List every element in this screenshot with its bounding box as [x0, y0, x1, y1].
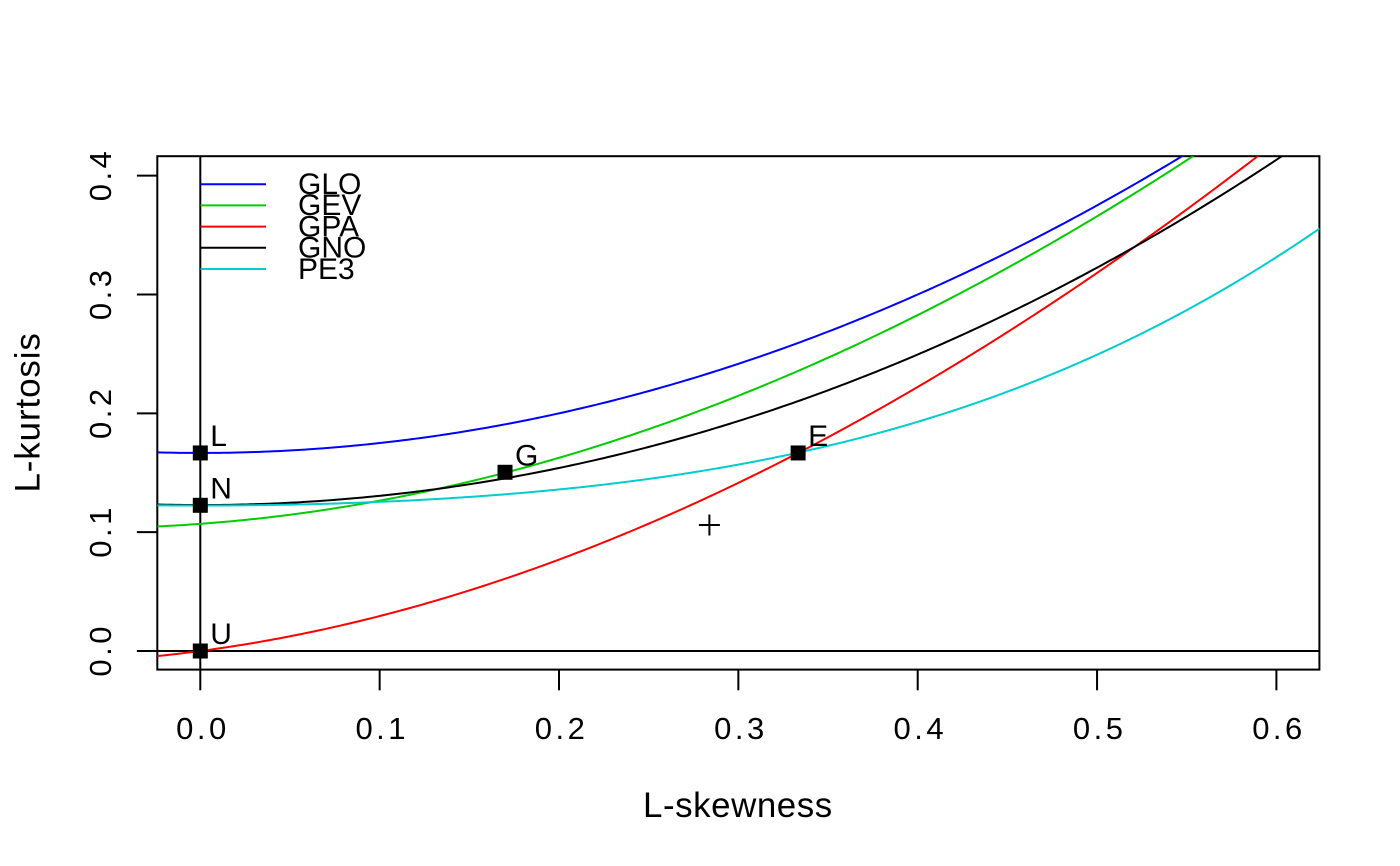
svg-text:0.2: 0.2 [535, 711, 589, 746]
svg-text:0.2: 0.2 [83, 385, 118, 439]
svg-text:PE3: PE3 [298, 253, 355, 286]
svg-text:0.6: 0.6 [1252, 711, 1306, 746]
svg-text:0.0: 0.0 [176, 711, 230, 746]
svg-text:L-kurtosis: L-kurtosis [9, 332, 48, 492]
svg-text:0.1: 0.1 [355, 711, 409, 746]
svg-text:E: E [808, 420, 828, 453]
svg-text:GPA: GPA [298, 210, 359, 243]
svg-text:0.5: 0.5 [1073, 711, 1127, 746]
svg-text:GNO: GNO [298, 232, 366, 265]
svg-text:0.0: 0.0 [83, 623, 118, 677]
svg-text:G: G [515, 439, 538, 472]
svg-text:0.4: 0.4 [83, 148, 118, 202]
svg-text:0.1: 0.1 [83, 504, 118, 558]
svg-text:0.4: 0.4 [893, 711, 947, 746]
svg-text:L: L [210, 420, 227, 453]
svg-text:0.3: 0.3 [714, 711, 768, 746]
svg-text:GEV: GEV [298, 189, 361, 222]
svg-text:N: N [210, 472, 232, 505]
svg-text:L-skewness: L-skewness [643, 786, 833, 825]
svg-text:U: U [210, 618, 232, 651]
svg-text:GLO: GLO [298, 168, 361, 201]
svg-text:0.3: 0.3 [83, 267, 118, 321]
